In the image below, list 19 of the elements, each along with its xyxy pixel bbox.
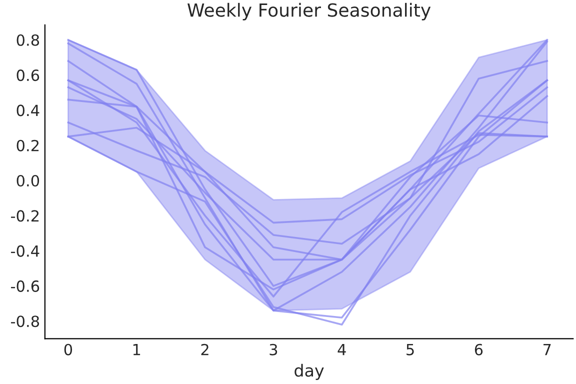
y-tick-label: -0.6 <box>11 280 40 292</box>
y-tick-label: 0.0 <box>16 174 40 187</box>
y-tick-label: 0.6 <box>16 70 40 82</box>
y-tick-label: -0.4 <box>11 245 40 257</box>
y-tick-label: 0.2 <box>16 140 39 152</box>
x-tick-label: 4 <box>338 344 346 356</box>
x-tick-label: 0 <box>64 344 72 356</box>
x-tick-label: 2 <box>201 344 208 356</box>
y-tick-label: 0.8 <box>16 34 40 46</box>
x-tick-label: 5 <box>406 344 414 356</box>
chart-title: Weekly Fourier Seasonality <box>188 2 431 20</box>
y-tick-label: -0.2 <box>11 210 39 222</box>
x-tick-label: 6 <box>474 344 483 356</box>
x-tick-label: 1 <box>133 344 140 356</box>
y-tick-label: 0.4 <box>16 104 40 116</box>
y-tick-label: -0.8 <box>11 316 40 328</box>
x-tick-label: 3 <box>270 344 278 356</box>
x-axis-title: day <box>294 364 324 380</box>
x-tick-label: 7 <box>544 344 551 356</box>
